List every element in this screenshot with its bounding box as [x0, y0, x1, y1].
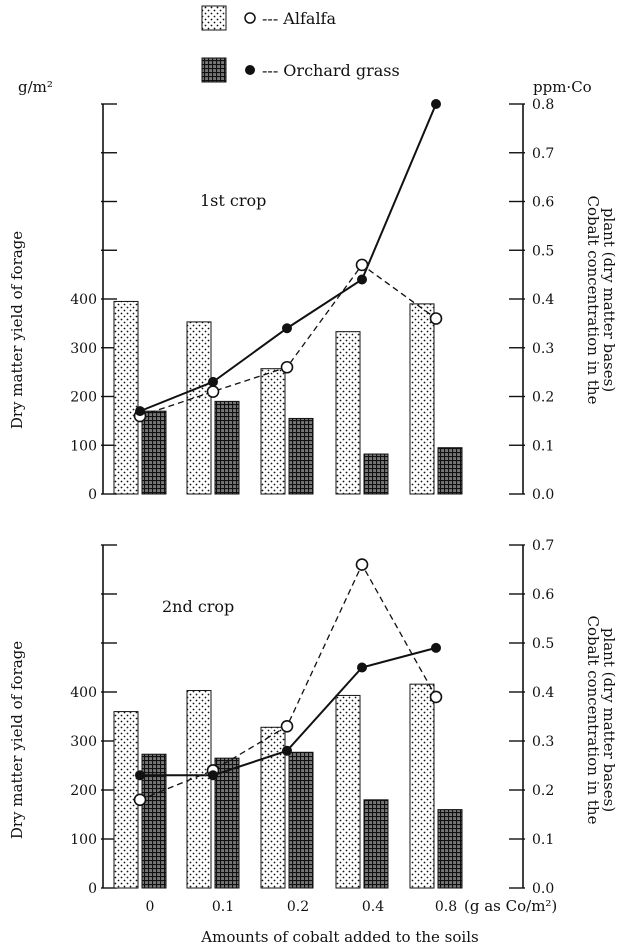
panel-1-left-axis-title: Dry matter yield of forage	[8, 231, 26, 429]
right-tick-label: 0.2	[532, 783, 554, 799]
bar-orchard-grass	[288, 417, 314, 495]
panel-2-crop-label: 2nd crop	[162, 597, 234, 616]
point-alfalfa	[429, 690, 443, 704]
left-tick-label: 300	[70, 341, 97, 357]
panel-2-right-axis-title-line2: plant (dry matter bases)	[600, 628, 617, 812]
point-orchard-grass	[357, 662, 367, 673]
right-tick-label: 0.3	[532, 341, 554, 357]
bar-alfalfa	[186, 690, 212, 889]
point-orchard-grass	[282, 323, 292, 334]
bar-orchard-grass	[363, 799, 389, 889]
point-alfalfa	[429, 312, 443, 325]
x-tick-label: 0.4	[362, 899, 384, 915]
left-tick-label: 200	[70, 390, 97, 406]
panel-1-right-axis-title-line2: plant (dry matter bases)	[600, 208, 617, 392]
point-alfalfa	[206, 385, 220, 398]
left-tick-label: 100	[70, 832, 97, 848]
right-tick-label: 0.3	[532, 734, 554, 750]
bar-orchard-grass	[288, 751, 314, 889]
bar-orchard-grass	[437, 809, 463, 889]
right-tick-label: 0.4	[532, 292, 554, 308]
bar-orchard-grass	[363, 453, 389, 495]
bar-alfalfa	[260, 368, 286, 495]
right-tick-label: 0.7	[532, 146, 554, 162]
right-tick-label: 0.6	[532, 195, 554, 211]
legend-swatch-hatched	[201, 57, 227, 83]
bar-alfalfa	[260, 726, 286, 889]
bar-alfalfa	[409, 683, 435, 889]
right-tick-label: 0.7	[532, 538, 554, 554]
bar-alfalfa	[409, 303, 435, 495]
left-tick-label: 300	[70, 734, 97, 750]
bar-alfalfa	[335, 694, 361, 889]
right-tick-label: 0.1	[532, 832, 554, 848]
bar-orchard-grass	[141, 410, 167, 495]
point-orchard-grass	[208, 376, 218, 387]
left-tick-label: 200	[70, 783, 97, 799]
panel-2-right-axis-title-line1: Cobalt concentration in the	[584, 616, 602, 825]
panel-1-crop-label: 1st crop	[200, 191, 266, 210]
x-tick-labels: 0 0.1 0.2 0.4 0.8	[146, 899, 458, 915]
line-orchard-grass	[140, 646, 437, 777]
bar-alfalfa	[186, 321, 212, 495]
legend-marker-open-circle	[244, 12, 256, 24]
bar-alfalfa	[113, 300, 139, 495]
point-orchard-grass	[431, 99, 441, 109]
x-axis-unit: (g as Co/m²)	[464, 897, 557, 915]
point-alfalfa	[280, 719, 294, 733]
legend: --- Alfalfa --- Orchard grass	[201, 5, 400, 83]
legend-label-alfalfa: --- Alfalfa	[262, 9, 336, 28]
legend-item-orchard-grass: --- Orchard grass	[201, 57, 400, 83]
panel-1st-crop: 0 100 200 300 400 0.0 0.1 0.2 0.3 0.4 0.5 0.6 0.7 0.8	[70, 97, 554, 503]
point-orchard-grass	[357, 274, 367, 285]
x-tick-label: 0.2	[287, 899, 309, 915]
x-axis-title: Amounts of cobalt added to the soils	[200, 928, 478, 946]
left-tick-label: 400	[70, 292, 97, 308]
point-orchard-grass	[135, 770, 145, 781]
left-axis-unit: g/m²	[18, 78, 53, 96]
right-tick-label: 0.5	[532, 636, 554, 652]
panel-1-right-axis-title-line1: Cobalt concentration in the	[584, 196, 602, 405]
legend-label-orchard-grass: --- Orchard grass	[262, 61, 400, 80]
panel-2-left-axis-title: Dry matter yield of forage	[8, 641, 26, 839]
point-orchard-grass	[208, 770, 218, 781]
left-tick-label: 0	[88, 881, 97, 897]
point-alfalfa	[280, 360, 294, 374]
left-tick-label: 400	[70, 685, 97, 701]
bar-orchard-grass	[437, 447, 463, 495]
right-tick-label: 0.8	[532, 97, 554, 113]
bar-orchard-grass	[214, 400, 240, 495]
bar-orchard-grass	[214, 757, 240, 889]
point-alfalfa	[355, 558, 369, 571]
x-tick-label: 0.8	[435, 899, 457, 915]
x-tick-label: 0	[146, 899, 155, 915]
panel-2nd-crop: 0 100 200 300 400 0.0 0.1 0.2 0.3 0.4 0.5 0.6 0.7	[70, 538, 554, 897]
point-orchard-grass	[135, 406, 145, 417]
right-axis-unit: ppm·Co	[533, 78, 592, 96]
right-tick-label: 0.0	[532, 487, 554, 503]
left-tick-label: 100	[70, 438, 97, 454]
right-tick-label: 0.5	[532, 243, 554, 259]
legend-item-alfalfa: --- Alfalfa	[201, 5, 336, 31]
bar-orchard-grass	[141, 753, 167, 889]
legend-marker-filled-circle	[245, 65, 255, 75]
right-tick-label: 0.0	[532, 881, 554, 897]
right-tick-label: 0.1	[532, 438, 554, 454]
bar-alfalfa	[335, 331, 361, 495]
x-tick-label: 0.1	[212, 899, 234, 915]
point-orchard-grass	[282, 745, 292, 756]
point-alfalfa	[133, 793, 147, 807]
point-orchard-grass	[431, 642, 441, 653]
right-tick-label: 0.6	[532, 587, 554, 603]
right-tick-label: 0.4	[532, 685, 554, 701]
legend-swatch-dotted	[201, 5, 227, 31]
right-tick-label: 0.2	[532, 390, 554, 406]
left-tick-label: 0	[88, 487, 97, 503]
